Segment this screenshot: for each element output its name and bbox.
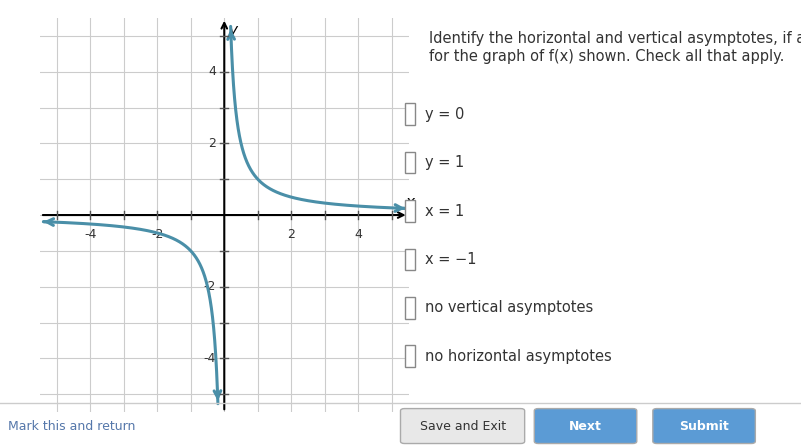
Text: no horizontal asymptotes: no horizontal asymptotes [425,349,611,364]
Text: y = 1: y = 1 [425,155,464,170]
Text: x = 1: x = 1 [425,203,464,219]
Text: -2: -2 [203,280,216,293]
Text: 4: 4 [208,65,216,78]
Text: 2: 2 [208,137,216,150]
Text: Save and Exit: Save and Exit [420,419,505,433]
Text: Next: Next [569,419,602,433]
Text: y = 0: y = 0 [425,107,464,122]
Text: x: x [405,195,414,210]
Text: x = −1: x = −1 [425,252,476,267]
Text: Mark this and return: Mark this and return [8,420,135,433]
Text: no vertical asymptotes: no vertical asymptotes [425,300,593,315]
Text: y: y [228,23,237,38]
Text: Identify the horizontal and vertical asymptotes, if any,
for the graph of f(x) s: Identify the horizontal and vertical asy… [429,31,801,64]
Text: -4: -4 [203,352,216,365]
Text: 2: 2 [288,228,296,241]
Text: 4: 4 [354,228,362,241]
Text: -2: -2 [151,228,163,241]
Text: Submit: Submit [679,419,729,433]
Text: -4: -4 [84,228,96,241]
